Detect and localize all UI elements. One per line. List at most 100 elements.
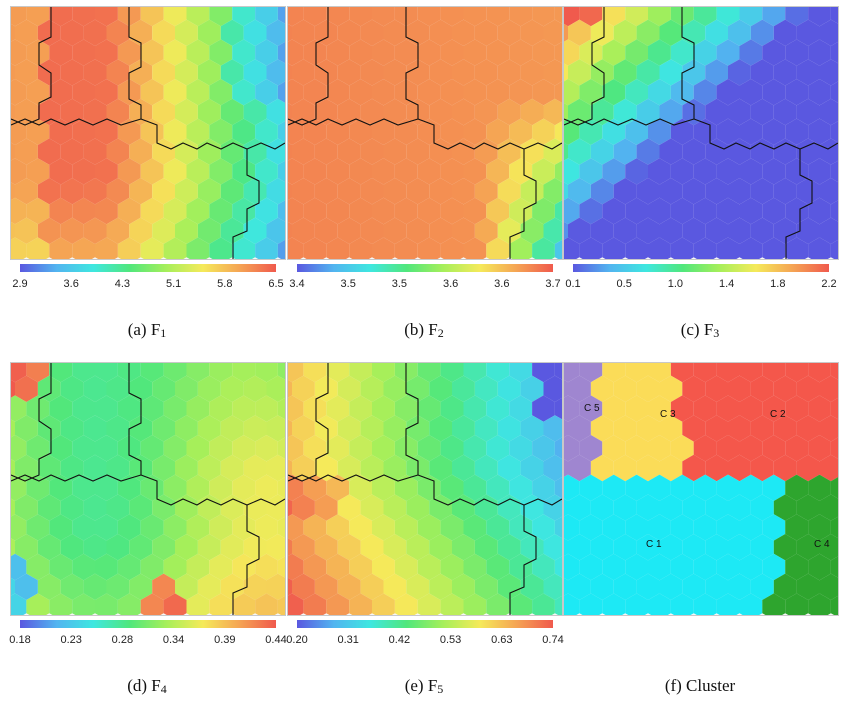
hex-cell: [220, 98, 244, 126]
hex-cell: [429, 454, 452, 482]
hex-cell: [83, 59, 107, 86]
hex-cell: [337, 59, 361, 86]
hex-cell: [728, 573, 751, 600]
cluster-boundary-line: [140, 118, 285, 150]
hex-cell: [277, 363, 285, 380]
hex-cell: [140, 158, 164, 185]
cluster-boundary-line: [232, 505, 260, 615]
hex-cell: [625, 79, 648, 106]
panel-caption: (b) F2: [287, 320, 561, 341]
hex-cell: [808, 39, 831, 66]
hex-cell: [554, 81, 562, 103]
hex-cell: [37, 98, 61, 126]
hex-cell: [564, 221, 568, 240]
hex-cell: [417, 118, 441, 145]
hex-cell: [762, 197, 786, 225]
hex-cell: [808, 79, 831, 106]
hex-cell: [140, 514, 164, 541]
hex-cell: [326, 158, 350, 185]
hex-cell: [49, 363, 73, 383]
hex-cell: [232, 197, 256, 225]
hex-cell: [830, 437, 838, 459]
hex-cell: [337, 217, 361, 244]
hex-cell: [360, 415, 384, 442]
hex-cell: [554, 7, 562, 24]
hex-cell: [163, 395, 187, 422]
hex-cell: [349, 158, 372, 185]
hex-cell: [463, 514, 487, 541]
hex-cell: [232, 553, 256, 581]
hex-cell: [509, 158, 533, 185]
hex-cell: [26, 7, 50, 27]
colorbar-tick-label: 0.5: [616, 278, 632, 290]
hex-cell: [243, 217, 267, 244]
hex-cell: [613, 59, 637, 86]
hex-cell: [602, 39, 626, 66]
hex-cell: [292, 454, 315, 482]
hex-cell: [705, 19, 728, 46]
hex-cell: [773, 178, 797, 205]
hex-cell: [349, 118, 372, 145]
hex-cell: [440, 395, 464, 422]
hex-cell: [819, 454, 838, 482]
hex-cell: [303, 593, 327, 615]
hex-cell: [728, 59, 751, 86]
hex-cell: [762, 39, 786, 66]
hex-cell: [762, 435, 786, 462]
hex-cell: [129, 494, 153, 521]
hex-cell: [716, 79, 740, 106]
hex-cell: [209, 39, 233, 66]
hex-cell: [49, 79, 73, 106]
hex-cell: [277, 397, 285, 420]
hex-cell: [220, 375, 244, 402]
hex-cell: [474, 178, 498, 205]
hex-cell: [486, 79, 510, 106]
colorbar-tick-label: 0.1: [565, 278, 581, 290]
hex-cell: [509, 237, 533, 259]
hex-cell: [394, 474, 418, 501]
hex-cell: [808, 118, 831, 145]
hex-cell: [266, 178, 285, 205]
hex-cell: [60, 59, 84, 86]
hex-cell: [636, 454, 660, 482]
hex-cell: [520, 138, 544, 165]
hex-cell: [705, 534, 728, 561]
hex-cell: [360, 19, 384, 46]
hex-cell: [72, 435, 95, 462]
hex-cell: [648, 395, 671, 422]
panel-e: 0.20 0.31 0.42 0.53 0.63 0.74 (e) F5: [286, 362, 564, 702]
hex-cell: [602, 395, 626, 422]
hex-cell: [602, 514, 626, 541]
hex-cell: [394, 158, 418, 185]
hex-cell: [750, 217, 774, 244]
hex-cell: [693, 435, 717, 462]
hex-cell: [11, 593, 27, 615]
hex-cell: [11, 435, 27, 462]
hex-cell: [106, 454, 130, 482]
cluster-boundary-line: [417, 118, 562, 150]
hex-cell: [140, 39, 164, 66]
hex-cell: [625, 553, 648, 581]
hex-cell: [266, 415, 285, 442]
hex-cell: [186, 593, 210, 615]
hex-cell: [288, 474, 304, 501]
component-plane-map: [563, 6, 839, 260]
hex-cell: [564, 379, 568, 398]
hex-cell: [463, 118, 487, 145]
hex-cell: [739, 237, 763, 259]
hex-cell: [49, 118, 73, 145]
hex-cell: [463, 553, 487, 581]
hex-cell: [406, 534, 430, 561]
hex-cell: [625, 7, 648, 27]
hex-cell: [326, 435, 350, 462]
hex-cell: [716, 363, 740, 383]
hex-cell: [360, 217, 384, 244]
hex-cell: [429, 178, 452, 205]
hex-cell: [186, 39, 210, 66]
hex-cell: [486, 237, 510, 259]
hex-cell: [303, 514, 327, 541]
hex-cell: [209, 197, 233, 225]
hex-cell: [11, 23, 15, 42]
colorbar-tick-label: 1.8: [770, 278, 786, 290]
hex-cell: [209, 395, 233, 422]
